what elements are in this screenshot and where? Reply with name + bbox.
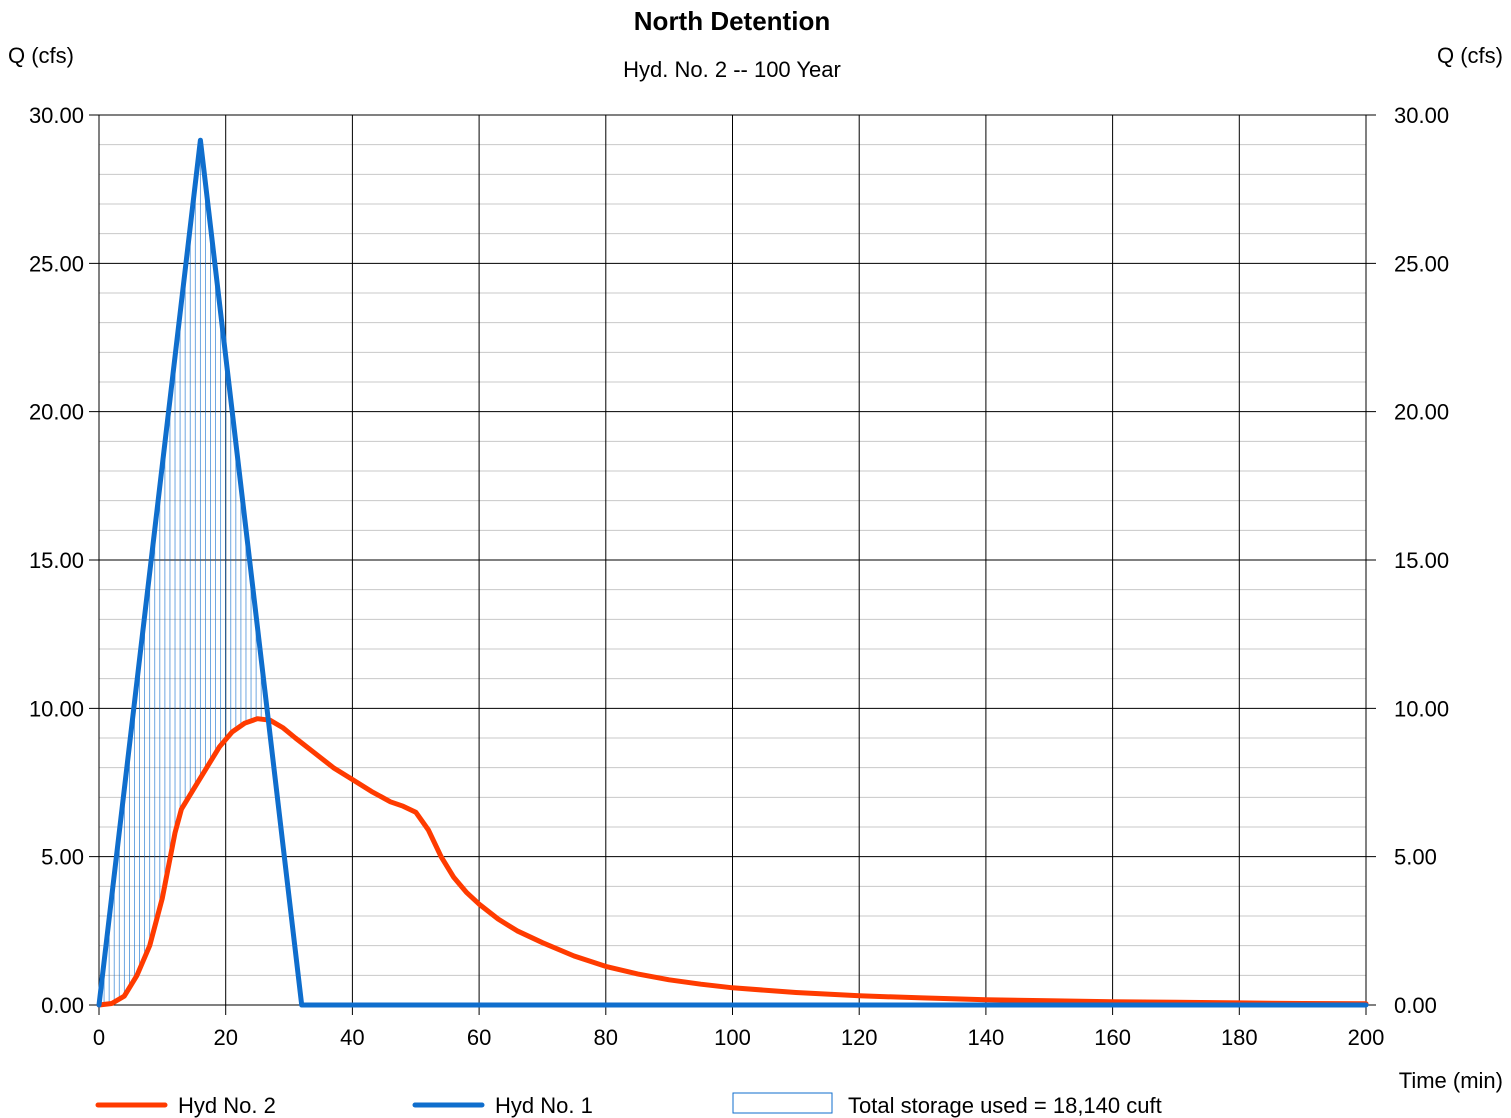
major-gridlines xyxy=(89,114,1376,1015)
y-tick-label-left: 25.00 xyxy=(29,251,84,276)
chart-title: North Detention xyxy=(634,6,830,36)
legend-label-hyd-2: Hyd No. 2 xyxy=(178,1093,276,1118)
y-tick-label-right: 15.00 xyxy=(1394,548,1449,573)
x-tick-label: 100 xyxy=(714,1025,751,1050)
y-tick-label-right: 25.00 xyxy=(1394,251,1449,276)
y-axis-label-left: Q (cfs) xyxy=(8,43,74,68)
x-tick-label: 200 xyxy=(1348,1025,1385,1050)
series-layer xyxy=(96,137,1369,1008)
x-tick-label: 60 xyxy=(467,1025,491,1050)
y-tick-label-left: 20.00 xyxy=(29,400,84,425)
y-tick-label-right: 5.00 xyxy=(1394,845,1437,870)
x-tick-label: 40 xyxy=(340,1025,364,1050)
legend: Hyd No. 2 Hyd No. 1 Total storage used =… xyxy=(95,1092,1162,1118)
x-tick-label: 120 xyxy=(841,1025,878,1050)
x-tick-label: 160 xyxy=(1094,1025,1131,1050)
y-tick-label-left: 0.00 xyxy=(41,993,84,1018)
y-tick-label-right: 30.00 xyxy=(1394,103,1449,128)
y-tick-label-right: 10.00 xyxy=(1394,696,1449,721)
x-axis-label: Time (min) xyxy=(1399,1068,1503,1093)
series-line-hyd-2 xyxy=(96,716,1369,1008)
y-tick-label-left: 15.00 xyxy=(29,548,84,573)
y-axis-label-right: Q (cfs) xyxy=(1437,43,1503,68)
x-tick-label: 80 xyxy=(594,1025,618,1050)
y-tick-label-left: 5.00 xyxy=(41,845,84,870)
storage-hatch-area xyxy=(103,140,267,1005)
legend-swatch-storage xyxy=(732,1092,833,1114)
chart-subtitle: Hyd. No. 2 -- 100 Year xyxy=(623,57,841,82)
x-tick-label: 140 xyxy=(968,1025,1005,1050)
x-tick-label: 20 xyxy=(213,1025,237,1050)
y-tick-label-left: 30.00 xyxy=(29,103,84,128)
x-tick-label: 180 xyxy=(1221,1025,1258,1050)
y-tick-label-right: 20.00 xyxy=(1394,400,1449,425)
series-line-hyd-1 xyxy=(96,137,1369,1008)
x-tick-label: 0 xyxy=(93,1025,105,1050)
legend-label-storage: Total storage used = 18,140 cuft xyxy=(848,1093,1162,1118)
y-tick-label-right: 0.00 xyxy=(1394,993,1437,1018)
tick-labels: 0.00 0.00 5.00 5.00 10.00 10.00 15.00 15.00 20.0… xyxy=(29,103,1449,1050)
y-tick-label-left: 10.00 xyxy=(29,696,84,721)
legend-label-hyd-1: Hyd No. 1 xyxy=(495,1093,593,1118)
